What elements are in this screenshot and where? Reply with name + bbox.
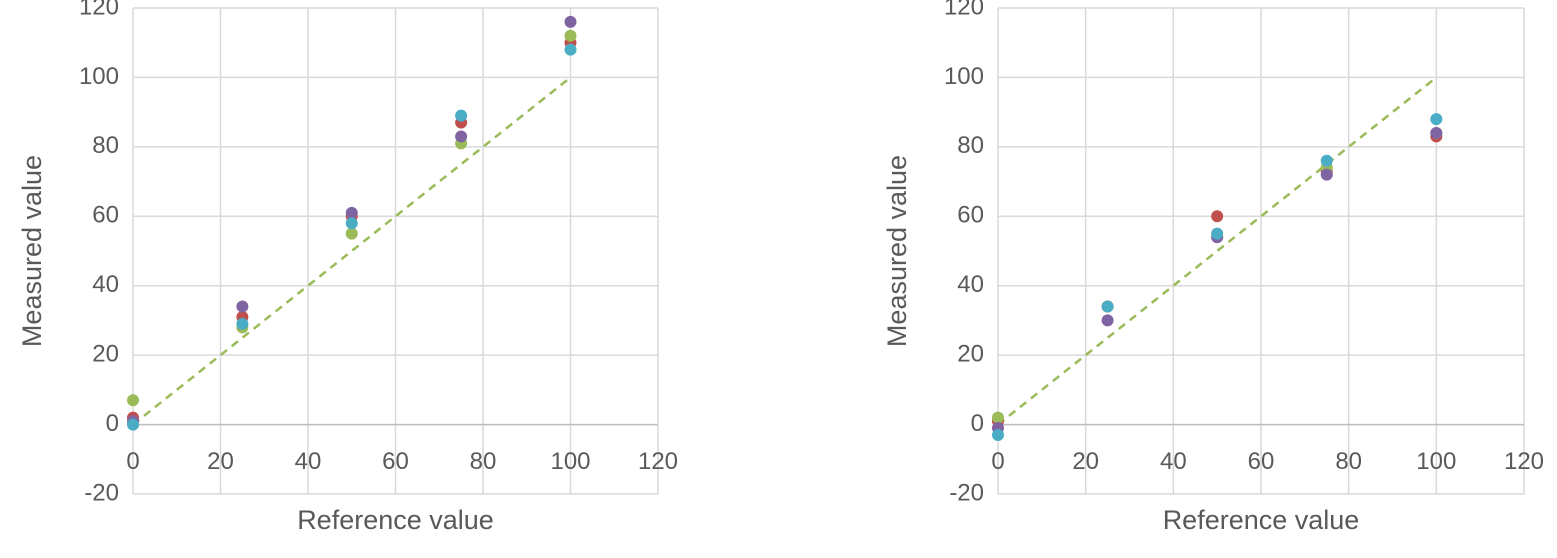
point xyxy=(1211,210,1224,223)
reference-line xyxy=(132,76,572,426)
y-tick-label: -20 xyxy=(949,479,984,506)
x-tick-label: 0 xyxy=(126,448,139,475)
point xyxy=(236,317,249,330)
x-tick-label: 100 xyxy=(1416,448,1456,475)
point xyxy=(1320,168,1333,181)
y-tick-label: 120 xyxy=(944,0,984,20)
y-tick-label: 0 xyxy=(971,410,984,437)
x-tick-label: 120 xyxy=(1504,448,1544,475)
point xyxy=(455,130,468,143)
y-tick-label: 60 xyxy=(92,202,119,229)
x-tick-label: 0 xyxy=(991,448,1004,475)
x-axis-title: Reference value xyxy=(1163,505,1360,535)
y-tick-label: 60 xyxy=(957,202,984,229)
x-tick-label: 80 xyxy=(1335,448,1362,475)
y-tick-label: 120 xyxy=(79,0,119,20)
point xyxy=(345,206,358,219)
point xyxy=(236,300,249,313)
x-tick-label: 60 xyxy=(1248,448,1275,475)
point xyxy=(1211,227,1224,240)
point xyxy=(564,29,577,42)
y-tick-label: 20 xyxy=(957,340,984,367)
x-tick-label: 120 xyxy=(638,448,678,475)
x-tick-label: 60 xyxy=(382,448,409,475)
y-tick-label: 20 xyxy=(92,340,119,367)
point xyxy=(127,394,139,407)
point xyxy=(345,227,358,240)
y-axis-title: Measured value xyxy=(882,155,912,347)
y-tick-label: 100 xyxy=(79,63,119,90)
point xyxy=(1430,126,1443,139)
y-axis-title: Measured value xyxy=(17,155,47,347)
x-tick-label: 80 xyxy=(470,448,497,475)
x-tick-label: 40 xyxy=(295,448,322,475)
point xyxy=(1430,113,1443,126)
point xyxy=(455,109,468,122)
point xyxy=(992,428,1004,441)
point xyxy=(564,43,577,56)
x-tick-label: 40 xyxy=(1160,448,1187,475)
reference-line xyxy=(997,76,1438,426)
y-tick-label: -20 xyxy=(84,479,119,506)
x-axis-title: Reference value xyxy=(297,505,494,535)
y-tick-label: 40 xyxy=(92,271,119,298)
point xyxy=(1101,314,1114,327)
x-tick-label: 100 xyxy=(550,448,590,475)
y-tick-label: 80 xyxy=(957,132,984,159)
y-tick-label: 40 xyxy=(957,271,984,298)
x-tick-label: 20 xyxy=(1072,448,1099,475)
y-tick-label: 100 xyxy=(944,63,984,90)
point xyxy=(127,418,139,431)
point xyxy=(1320,154,1333,167)
point xyxy=(1101,300,1114,313)
x-tick-label: 20 xyxy=(207,448,234,475)
point xyxy=(564,15,577,28)
point xyxy=(345,217,358,230)
point xyxy=(992,411,1004,424)
y-tick-label: 0 xyxy=(106,410,119,437)
y-tick-label: 80 xyxy=(92,132,119,159)
